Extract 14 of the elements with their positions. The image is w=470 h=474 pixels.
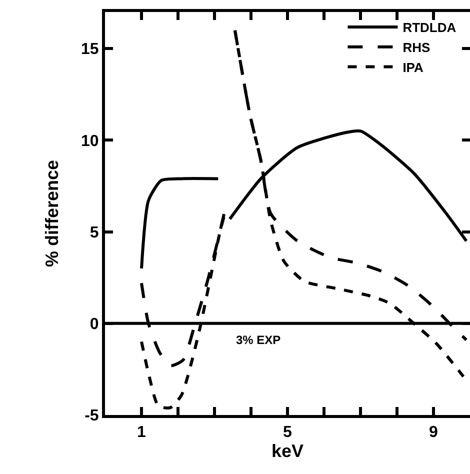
ref-line-label: 3% EXP bbox=[236, 333, 281, 347]
legend-label: RHS bbox=[402, 40, 430, 55]
x-tick-label: 5 bbox=[283, 424, 292, 442]
x-tick-label: 9 bbox=[429, 424, 438, 442]
x-axis-title: keV bbox=[271, 441, 304, 462]
y-tick-label: 15 bbox=[81, 41, 99, 58]
legend-label: RTDLDA bbox=[402, 20, 457, 36]
y-tick-label: 10 bbox=[81, 132, 99, 150]
x-tick-label: 1 bbox=[137, 424, 146, 442]
y-axis-title: % difference bbox=[42, 160, 62, 268]
y-tick-label: 0 bbox=[90, 316, 99, 334]
legend-label: IPA bbox=[402, 60, 424, 75]
y-tick-label: -5 bbox=[84, 408, 99, 425]
y-tick-label: 5 bbox=[90, 224, 99, 242]
